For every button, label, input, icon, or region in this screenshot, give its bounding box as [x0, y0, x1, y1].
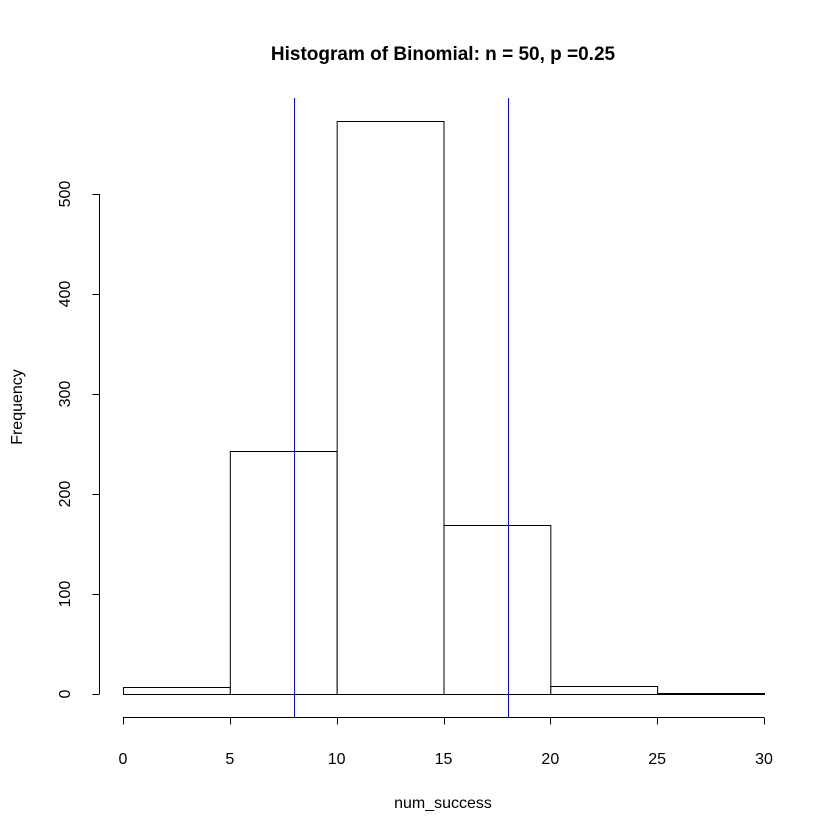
histogram-bar-3 [443, 525, 552, 695]
histogram-bar-4 [550, 686, 659, 695]
x-tick-label-3: 15 [435, 751, 453, 768]
y-axis: 0 100 200 300 400 500 [57, 181, 100, 698]
y-tick-label-1: 100 [57, 581, 74, 608]
x-axis-label: num_success [394, 795, 492, 812]
histogram-bar-2 [336, 121, 445, 695]
x-tick-label-2: 10 [328, 751, 346, 768]
x-tick-label-4: 20 [541, 751, 559, 768]
histogram-bar-5 [657, 693, 766, 695]
x-axis: 0 5 10 15 20 25 30 [119, 717, 773, 768]
y-tick-label-4: 400 [57, 281, 74, 308]
histogram-bar-0 [123, 687, 231, 695]
x-tick-label-0: 0 [119, 751, 128, 768]
histogram-bar-1 [229, 451, 338, 695]
y-tick-label-5: 500 [57, 181, 74, 208]
reference-lines-group [294, 98, 509, 717]
y-tick-label-2: 200 [57, 481, 74, 508]
y-tick-label-0: 0 [57, 689, 74, 698]
y-axis-label: Frequency [9, 369, 26, 445]
x-tick-label-1: 5 [225, 751, 234, 768]
bars-group [123, 121, 766, 695]
y-tick-label-3: 300 [57, 381, 74, 408]
x-tick-label-5: 25 [648, 751, 666, 768]
chart-title: Histogram of Binomial: n = 50, p =0.25 [271, 44, 616, 65]
x-tick-label-6: 30 [755, 751, 773, 768]
